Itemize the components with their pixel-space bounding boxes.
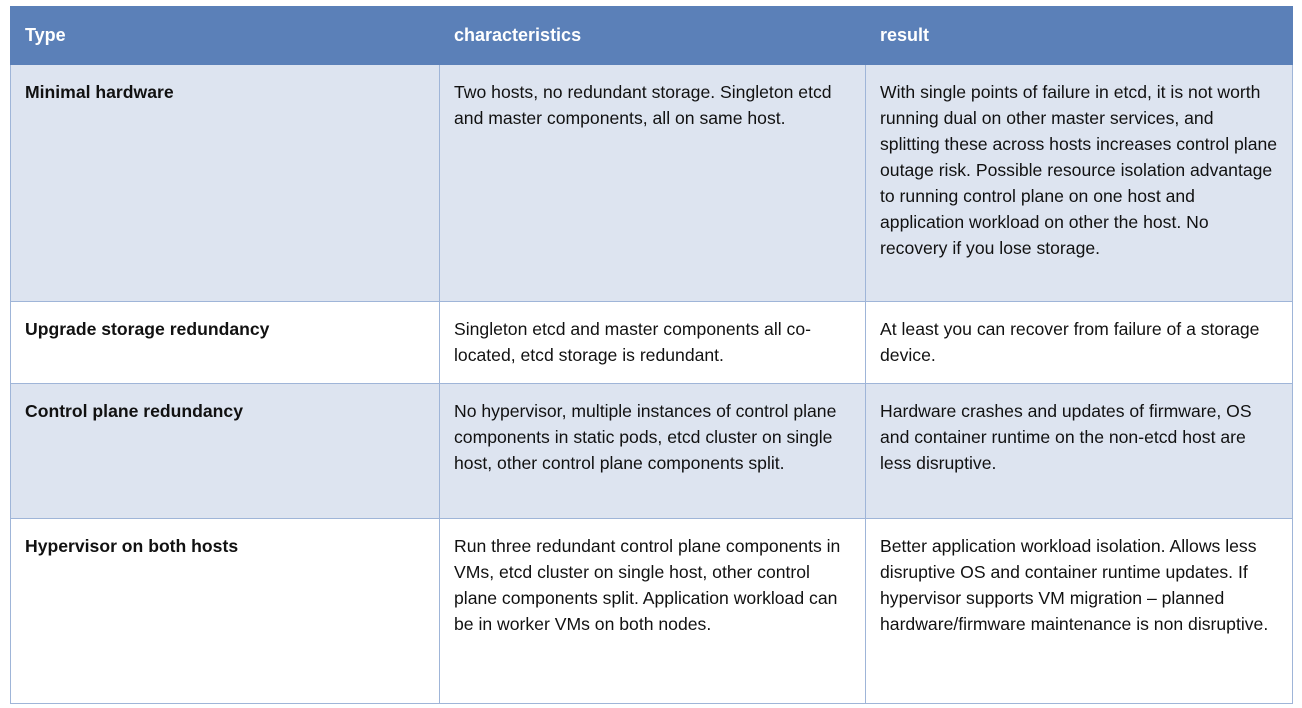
header-type: Type [10, 6, 440, 65]
cell-type: Minimal hardware [10, 64, 440, 302]
header-characteristics: characteristics [439, 6, 866, 65]
cell-result: At least you can recover from failure of… [865, 301, 1293, 384]
table-row: Hypervisor on both hosts Run three redun… [10, 518, 1293, 704]
cell-characteristics: Two hosts, no redundant storage. Singlet… [439, 64, 866, 302]
cell-type: Hypervisor on both hosts [10, 518, 440, 704]
cell-characteristics: No hypervisor, multiple instances of con… [439, 383, 866, 519]
header-row: Type characteristics result [10, 6, 1293, 65]
table-row: Control plane redundancy No hypervisor, … [10, 383, 1293, 519]
comparison-table: Type characteristics result Minimal hard… [10, 6, 1293, 704]
cell-result: With single points of failure in etcd, i… [865, 64, 1293, 302]
header-result: result [865, 6, 1293, 65]
cell-result: Better application workload isolation. A… [865, 518, 1293, 704]
cell-characteristics: Singleton etcd and master components all… [439, 301, 866, 384]
cell-type: Control plane redundancy [10, 383, 440, 519]
table-row: Minimal hardware Two hosts, no redundant… [10, 64, 1293, 302]
cell-characteristics: Run three redundant control plane compon… [439, 518, 866, 704]
cell-result: Hardware crashes and updates of firmware… [865, 383, 1293, 519]
table-row: Upgrade storage redundancy Singleton etc… [10, 301, 1293, 384]
cell-type: Upgrade storage redundancy [10, 301, 440, 384]
